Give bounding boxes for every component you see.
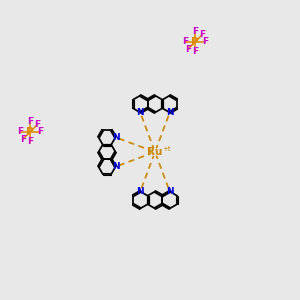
- Text: N: N: [136, 108, 144, 117]
- Text: F: F: [199, 30, 205, 39]
- Text: F: F: [20, 135, 26, 144]
- Text: N: N: [166, 187, 173, 196]
- Text: N: N: [112, 133, 119, 142]
- Text: F: F: [37, 128, 43, 136]
- Text: F: F: [202, 38, 208, 46]
- Text: F: F: [185, 45, 191, 54]
- Text: N: N: [112, 162, 119, 171]
- Text: N: N: [166, 108, 173, 117]
- Text: F: F: [182, 38, 188, 46]
- Text: P: P: [26, 127, 34, 137]
- Text: F: F: [27, 137, 33, 146]
- Text: F: F: [192, 47, 198, 56]
- Text: +t: +t: [162, 146, 171, 152]
- Text: F: F: [192, 28, 198, 37]
- Text: F: F: [17, 128, 23, 136]
- Text: F: F: [34, 120, 40, 129]
- Text: N: N: [136, 187, 144, 196]
- Text: F: F: [27, 118, 33, 127]
- Text: P: P: [191, 37, 199, 47]
- Text: Ru: Ru: [147, 147, 163, 157]
